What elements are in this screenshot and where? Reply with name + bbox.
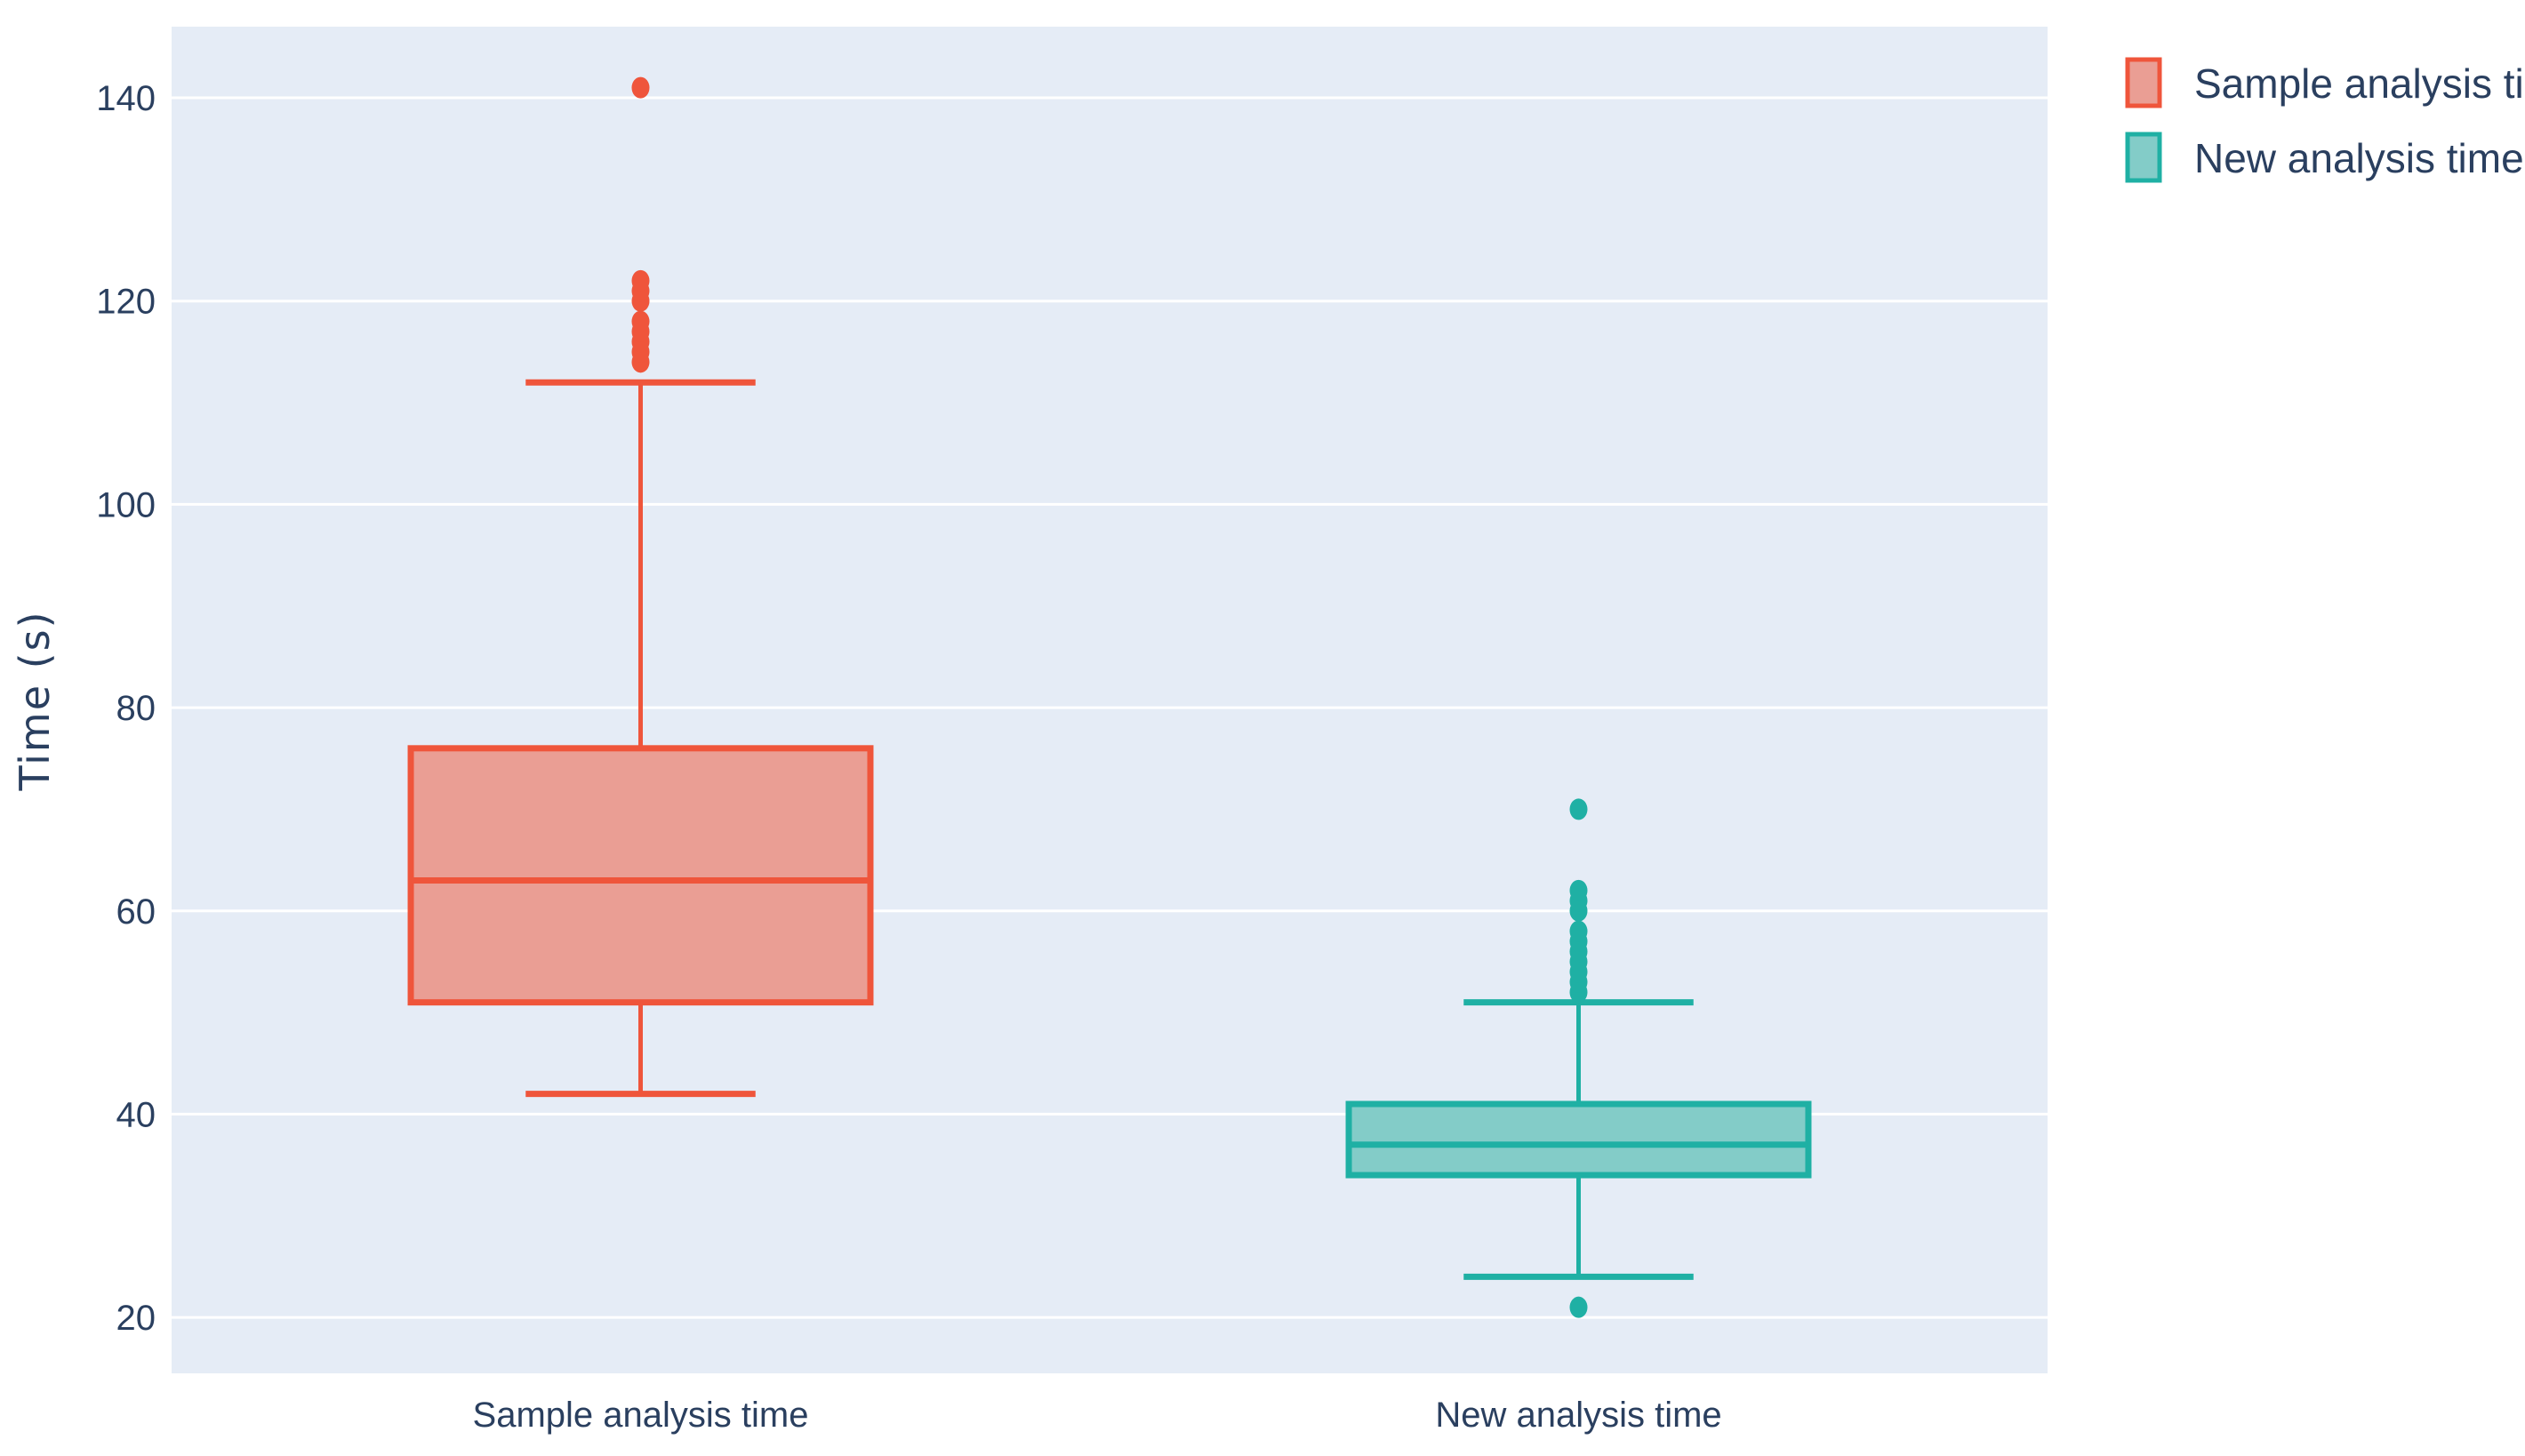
iqr-box-1 <box>1345 1100 1812 1179</box>
legend-label-1: New analysis time <box>2194 135 2524 181</box>
y-tick-label-120: 120 <box>96 283 156 322</box>
y-axis-ticks: 20 40 60 80 100 120 140 <box>96 79 156 1338</box>
outlier-point-0-7 <box>631 269 650 292</box>
y-tick-label-20: 20 <box>116 1299 156 1338</box>
iqr-box-0 <box>407 745 874 1006</box>
x-axis-ticks: Sample analysis time New analysis time <box>473 1396 1722 1435</box>
box-1 <box>1345 798 1812 1318</box>
legend[interactable]: Sample analysis time New analysis time <box>2125 57 2525 183</box>
outlier-point-1-11 <box>1569 798 1588 820</box>
outlier-point-0-4 <box>631 310 650 332</box>
x-tick-label-0: Sample analysis time <box>473 1396 809 1435</box>
legend-swatch-1 <box>2125 132 2162 183</box>
boxes <box>407 76 1812 1318</box>
y-tick-label-40: 40 <box>116 1095 156 1134</box>
legend-item-0[interactable]: Sample analysis time <box>2125 57 2525 108</box>
outlier-point-0-8 <box>631 76 650 99</box>
outlier-point-1-0 <box>1569 1296 1588 1318</box>
y-axis-label: Time (s) <box>11 610 59 791</box>
y-tick-label-100: 100 <box>96 485 156 524</box>
legend-label-0: Sample analysis time <box>2194 60 2525 107</box>
outlier-point-1-10 <box>1569 879 1588 901</box>
x-tick-label-1: New analysis time <box>1435 1396 1721 1435</box>
box-0 <box>407 76 874 1098</box>
legend-item-1[interactable]: New analysis time <box>2125 132 2524 183</box>
y-tick-label-80: 80 <box>116 689 156 728</box>
legend-swatch-0 <box>2125 57 2162 108</box>
y-tick-label-140: 140 <box>96 79 156 118</box>
outlier-point-1-7 <box>1569 920 1588 942</box>
y-tick-label-60: 60 <box>116 892 156 932</box>
